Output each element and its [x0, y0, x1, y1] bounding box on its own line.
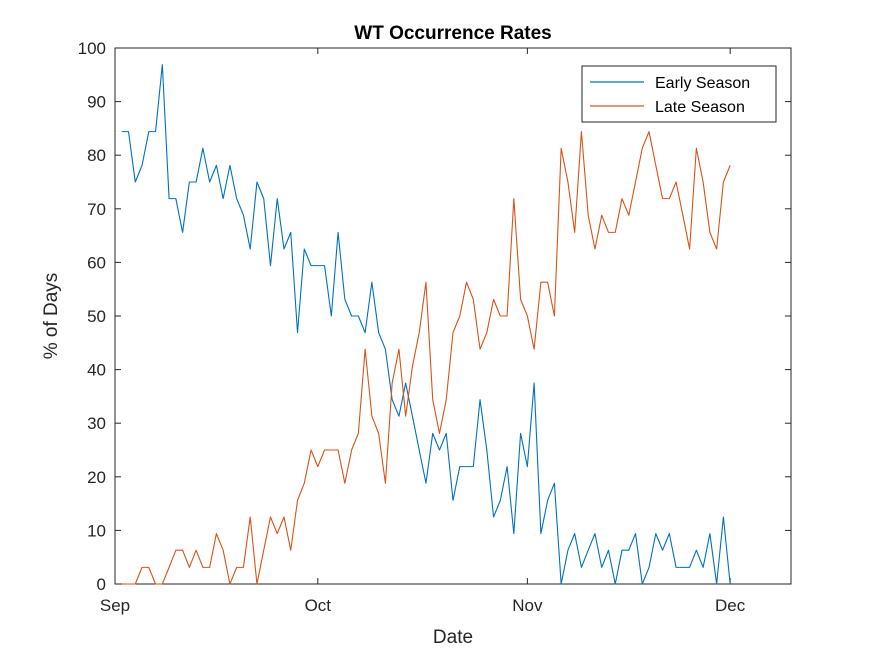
- y-tick-label: 60: [87, 253, 106, 272]
- plot-area-box: [114, 47, 792, 585]
- y-tick-label: 40: [87, 361, 106, 380]
- legend-box: [581, 65, 777, 123]
- y-tick-label: 70: [87, 200, 106, 219]
- axes: 0 10 20 30 40 50 60 70 80 90 100 Sep Oct Nov Dec: [78, 39, 792, 615]
- series-line-late-season: [121, 131, 731, 585]
- x-axis-title: Date: [433, 627, 473, 648]
- legend-label-early-season: Early Season: [655, 75, 750, 92]
- y-tick-label: 0: [97, 575, 106, 594]
- y-axis-title: % of Days: [41, 273, 62, 360]
- series-lines: [121, 64, 731, 585]
- series-line-early-season: [121, 64, 731, 585]
- y-tick-label: 100: [78, 39, 106, 58]
- x-tick-label: Nov: [512, 596, 543, 615]
- chart-title: WT Occurrence Rates: [354, 23, 551, 44]
- y-tick-label: 20: [87, 468, 106, 487]
- y-tick-label: 10: [87, 521, 106, 540]
- legend: Early Season Late Season: [581, 65, 777, 123]
- y-tick-label: 30: [87, 414, 106, 433]
- y-tick-label: 50: [87, 307, 106, 326]
- y-tick-label: 80: [87, 146, 106, 165]
- x-tick-label: Oct: [305, 596, 332, 615]
- x-tick-label: Dec: [715, 596, 746, 615]
- x-tick-label: Sep: [100, 596, 130, 615]
- legend-label-late-season: Late Season: [655, 99, 745, 116]
- y-tick-label: 90: [87, 93, 106, 112]
